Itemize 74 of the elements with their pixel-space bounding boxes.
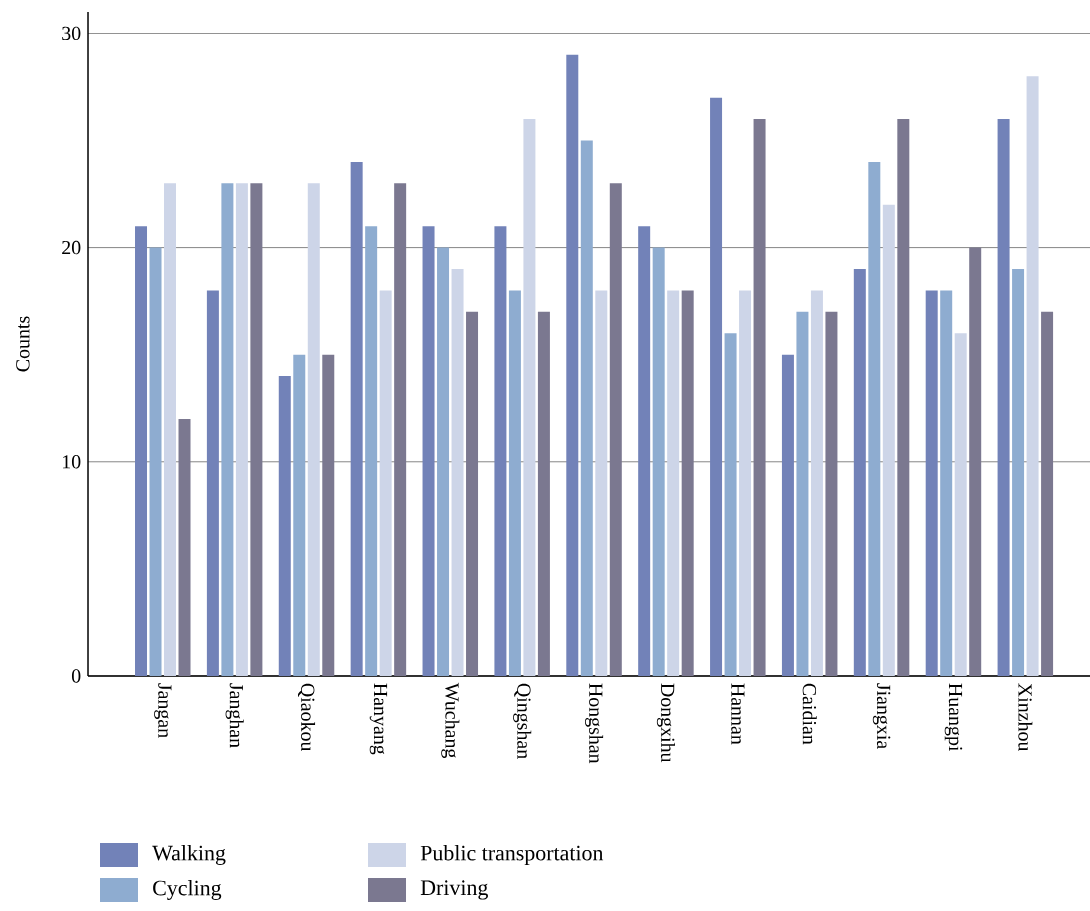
x-tick-label: Huangpi: [944, 683, 963, 752]
x-tick-label: Qingshan: [513, 683, 532, 759]
y-tick-label: 0: [71, 669, 81, 683]
bar: [897, 119, 910, 676]
x-tick-label: Janghan: [225, 683, 244, 748]
legend-label: Walking: [152, 845, 226, 865]
bar: [293, 354, 306, 676]
bar: [523, 119, 536, 676]
bar: [825, 311, 838, 676]
x-tick-label: Jangan: [154, 683, 172, 738]
x-tick-label: Xinzhou: [1018, 683, 1033, 752]
bar: [307, 183, 320, 676]
bar: [810, 290, 823, 676]
bar: [350, 161, 363, 676]
bar: [710, 97, 723, 676]
bar: [681, 290, 694, 676]
bar: [853, 269, 866, 676]
legend-label: Driving: [420, 880, 488, 900]
bar: [652, 247, 665, 676]
bar: [638, 226, 651, 676]
bar: [394, 183, 407, 676]
bar: [1012, 269, 1025, 676]
y-axis-title: Counts: [16, 316, 30, 372]
bar: [466, 311, 479, 676]
bar: [149, 247, 162, 676]
x-tick-label: Hanyang: [369, 683, 388, 755]
y-tick-label: 20: [62, 240, 81, 255]
x-tick-label: Caidian: [802, 683, 817, 745]
bar: [322, 354, 335, 676]
bar: [580, 140, 593, 676]
bar: [566, 54, 579, 676]
bar: [997, 119, 1010, 676]
bar: [969, 247, 982, 676]
bar: [940, 290, 953, 676]
y-tick-label: 30: [62, 26, 81, 41]
bar: [781, 354, 794, 676]
x-tick-label: Qiaokou: [297, 683, 316, 752]
bar: [609, 183, 622, 676]
bar: [365, 226, 378, 676]
bar: [494, 226, 507, 676]
x-tick-label: Wuchang: [441, 682, 460, 758]
bar: [451, 269, 464, 676]
bar: [595, 290, 608, 676]
x-tick-label: Hannan: [731, 683, 745, 745]
bar: [724, 333, 737, 676]
bar: [422, 226, 435, 676]
bar: [1026, 76, 1039, 676]
bar: [1041, 311, 1054, 676]
bar: [135, 226, 148, 676]
bar: [954, 333, 967, 676]
bar: [437, 247, 450, 676]
bar: [164, 183, 177, 676]
bar: [925, 290, 938, 676]
legend-label: Cycling: [153, 880, 222, 900]
bar: [508, 290, 521, 676]
bar: [796, 311, 809, 676]
bar: [739, 290, 752, 676]
bar: [868, 161, 881, 676]
bar: [278, 376, 291, 676]
bar: [250, 183, 263, 676]
bar: [537, 311, 550, 676]
bar: [221, 183, 234, 676]
bar: [882, 204, 895, 676]
bar: [206, 290, 219, 676]
y-tick-label: 10: [62, 455, 81, 469]
bar: [753, 119, 766, 676]
x-tick-label: Jiangxia: [872, 683, 891, 749]
legend-label: Public transportation: [420, 845, 604, 865]
x-tick-label: Hongshan: [584, 683, 604, 764]
x-tick-label: Dongxihu: [656, 683, 675, 763]
bar: [235, 183, 248, 676]
bar: [379, 290, 392, 676]
bar: [178, 418, 191, 676]
bar: [667, 290, 680, 676]
